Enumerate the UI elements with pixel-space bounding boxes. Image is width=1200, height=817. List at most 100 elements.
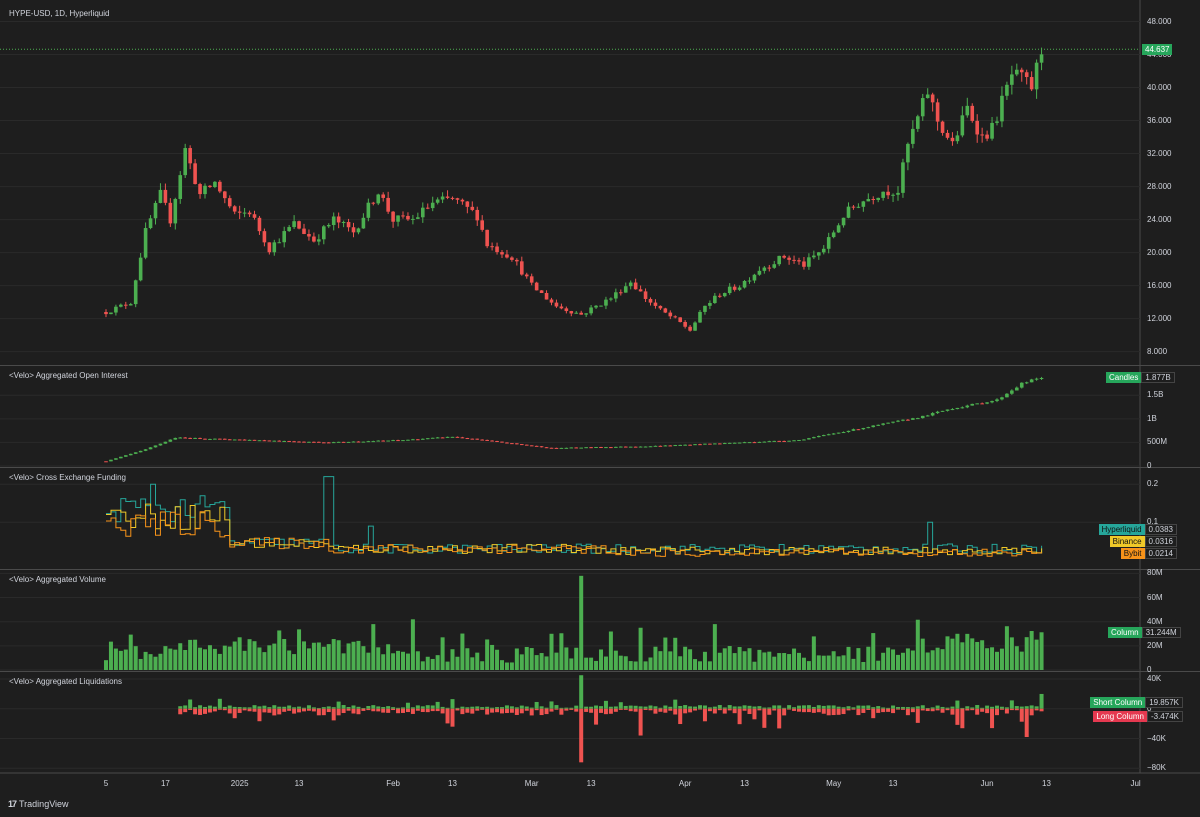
long-liq-bar <box>262 708 267 713</box>
candle-body <box>648 446 653 448</box>
y-tick-label: 0.2 <box>1147 479 1159 489</box>
candle-body <box>341 221 346 223</box>
candle-body <box>812 255 816 258</box>
candle-body <box>198 437 202 439</box>
long-liq-bar <box>410 708 415 714</box>
candle-body <box>638 446 643 448</box>
candle-body <box>817 252 821 256</box>
candle-body <box>861 427 866 430</box>
volume-bar <box>524 646 529 670</box>
candle-body <box>425 207 430 209</box>
volume-bar <box>722 648 727 670</box>
candle-body <box>198 184 202 195</box>
candle-body <box>138 257 143 281</box>
candle-body <box>920 98 925 117</box>
candle-body <box>836 432 841 434</box>
short-liq-bar <box>767 707 772 709</box>
candle-body <box>1005 84 1009 96</box>
short-liq-bar <box>866 705 871 709</box>
candle-body <box>227 439 232 441</box>
y-tick-label: 20M <box>1147 640 1163 650</box>
long-liq-bar <box>287 708 292 711</box>
short-liq-bar <box>757 706 762 709</box>
candle-body <box>782 440 786 442</box>
long-liq-bar <box>841 708 846 715</box>
candle-body <box>554 447 559 449</box>
volume-bar <box>227 646 232 670</box>
short-liq-bar <box>846 706 851 709</box>
candle-body <box>619 292 623 294</box>
candle-body <box>371 441 376 443</box>
volume-bar <box>787 654 792 670</box>
short-liq-bar <box>762 707 767 709</box>
candle-body <box>267 440 272 442</box>
short-liq-bar <box>633 705 638 709</box>
volume-bar <box>514 648 519 670</box>
candle-body <box>727 286 732 294</box>
short-liq-bar <box>579 675 584 709</box>
short-liq-bar <box>1009 700 1014 709</box>
candle-body <box>361 217 366 229</box>
candle-body <box>891 421 895 423</box>
candle-body <box>1010 390 1014 394</box>
long-liq-bar <box>267 708 272 713</box>
tradingview-footer[interactable]: 17 TradingView <box>8 799 69 809</box>
volume-bar <box>811 636 816 670</box>
y-tick-label: 1B <box>1147 413 1157 423</box>
candle-body <box>930 94 935 103</box>
volume-bar <box>262 652 267 670</box>
candle-body <box>886 422 890 424</box>
long-liq-bar <box>658 708 663 712</box>
long-liq-bar <box>470 708 475 714</box>
candle-body <box>831 232 836 238</box>
volume-bar <box>178 643 183 670</box>
long-liq-bar <box>727 708 732 711</box>
candle-body <box>752 274 757 281</box>
candle-body <box>213 438 217 440</box>
long-liq-bar <box>797 708 801 712</box>
volume-bar <box>405 653 410 670</box>
long-liq-bar <box>490 708 495 713</box>
short-liq-bar <box>910 707 915 709</box>
candle-body <box>866 427 871 429</box>
candle-body <box>500 252 504 255</box>
short-liq-bar <box>242 707 247 709</box>
candle-body <box>109 459 113 462</box>
long-liq-bar <box>995 708 999 716</box>
candle-body <box>183 437 187 439</box>
candle-body <box>480 439 484 441</box>
long-liq-bar <box>415 708 420 711</box>
short-liq-bar <box>599 706 603 709</box>
y-tick-label: 40K <box>1147 673 1162 683</box>
candle-body <box>515 443 519 445</box>
short-liq-bar <box>198 705 203 709</box>
candle-body <box>747 442 752 444</box>
candle-body <box>747 280 752 282</box>
short-liq-bar <box>900 706 905 709</box>
volume-bar <box>247 639 252 670</box>
volume-bar <box>331 639 336 670</box>
short-liq-bar <box>217 698 222 709</box>
short-liq-bar <box>465 707 470 709</box>
short-liq-bar <box>425 705 430 709</box>
long-liq-bar <box>698 708 702 710</box>
candle-body <box>896 420 900 422</box>
short-liq-bar <box>752 706 757 709</box>
candle-body <box>960 115 965 136</box>
candle-body <box>302 441 306 443</box>
candle-body <box>752 442 757 444</box>
volume-bar <box>321 646 326 670</box>
long-liq-bar <box>351 708 356 714</box>
volume-bar <box>470 657 475 670</box>
short-liq-bar <box>955 700 960 709</box>
candle-body <box>767 441 772 443</box>
long-liq-bar <box>876 708 881 713</box>
volume-bar <box>450 649 455 670</box>
candle-body <box>193 163 197 185</box>
short-liq-bar <box>376 706 381 709</box>
long-liq-bar <box>712 708 717 714</box>
volume-bar <box>886 647 891 670</box>
candle-body <box>782 255 786 258</box>
volume-bar <box>257 647 262 670</box>
candle-body <box>817 435 821 438</box>
